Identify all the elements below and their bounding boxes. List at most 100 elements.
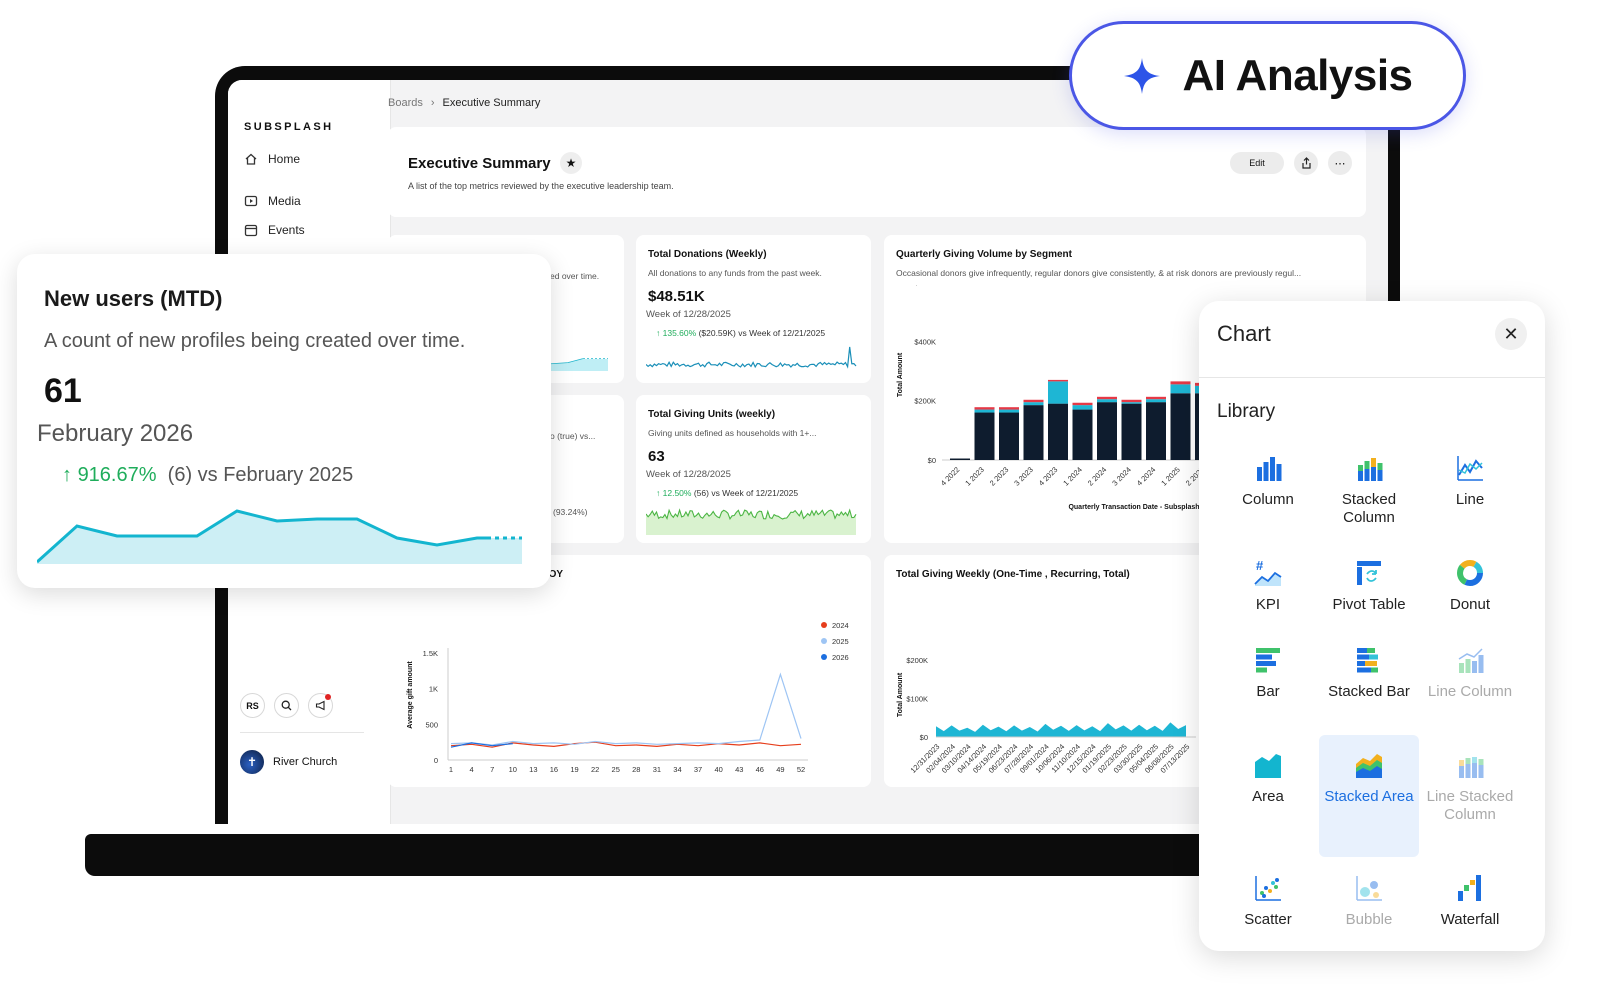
- x-tick-label: 13: [529, 765, 537, 774]
- megaphone-icon: [315, 700, 325, 711]
- kpi-card-donations[interactable]: Total Donations (Weekly) All donations t…: [636, 235, 871, 383]
- breadcrumb-root[interactable]: Boards: [388, 97, 423, 109]
- close-icon: ✕: [1503, 323, 1519, 344]
- y-tick-label: 500: [425, 720, 438, 729]
- bar-segment: [1121, 403, 1142, 460]
- tile-label: Pivot Table: [1332, 596, 1406, 613]
- y-tick-label: $0: [920, 733, 928, 742]
- chart-type-line-stacked-column[interactable]: Line Stacked Column: [1420, 750, 1520, 858]
- bar-segment: [1097, 402, 1117, 460]
- line-stacked-column-chart-icon: [1459, 757, 1484, 778]
- kpi-value: 63: [648, 448, 665, 465]
- chart-type-stacked-area[interactable]: Stacked Area: [1319, 735, 1419, 857]
- kpi-value: 61: [44, 372, 82, 410]
- card-subtitle: All donations to any funds from the past…: [648, 268, 822, 278]
- legend-label: 2025: [832, 637, 849, 646]
- library-heading: Library: [1217, 401, 1276, 422]
- org-switcher[interactable]: ✝ River Church: [240, 750, 337, 774]
- chart-type-line-column[interactable]: Line Column: [1420, 645, 1520, 740]
- org-name: River Church: [273, 756, 338, 768]
- kpi-period: Week of 12/28/2025: [646, 469, 731, 480]
- edit-button[interactable]: Edit: [1230, 152, 1284, 174]
- bar-segment: [1023, 402, 1044, 406]
- chart-type-area[interactable]: Area: [1218, 750, 1318, 858]
- x-tick-label: 43: [735, 765, 743, 774]
- bar-segment: [974, 412, 995, 460]
- card-title: Quarterly Giving Volume by Segment: [896, 249, 1072, 260]
- chart-type-stacked-column[interactable]: Stacked Column: [1319, 453, 1419, 543]
- kpi-delta-pct: 135.60%: [662, 328, 697, 338]
- quarterly-giving-chart-card[interactable]: Quarterly Giving Volume by Segment Occas…: [884, 235, 1366, 543]
- x-tick-label: 16: [550, 765, 558, 774]
- stacked-area-chart-icon: [1356, 754, 1382, 778]
- share-button[interactable]: [1294, 151, 1318, 175]
- weekly-area-chart: $200K$100K$012/31/202302/04/202403/10/20…: [897, 656, 1196, 775]
- chart-type-bubble[interactable]: Bubble: [1319, 873, 1419, 943]
- kpi-period: Week of 12/28/2025: [646, 309, 731, 320]
- bar-segment: [974, 409, 995, 413]
- bar-segment: [1072, 405, 1093, 410]
- y-tick-label: 0: [434, 756, 438, 765]
- chart-type-column[interactable]: Column: [1218, 453, 1318, 543]
- bar-segment: [1023, 405, 1044, 460]
- tile-label: Line Column: [1427, 683, 1513, 700]
- chevron-right-icon: ›: [430, 97, 435, 109]
- chart-type-kpi[interactable]: # KPI: [1218, 558, 1318, 640]
- kpi-period: February 2026: [37, 420, 194, 447]
- bar-segment: [999, 407, 1019, 410]
- chart-type-donut[interactable]: Donut: [1420, 558, 1520, 640]
- chart-type-pivot-table[interactable]: Pivot Table: [1319, 558, 1419, 640]
- more-icon: ⋯: [1334, 157, 1346, 170]
- area-fill: [37, 511, 487, 564]
- line-chart-icon: [1457, 456, 1483, 481]
- search-icon: [281, 700, 292, 711]
- user-avatar-button[interactable]: RS: [240, 693, 265, 718]
- ai-analysis-button[interactable]: AI Analysis: [1069, 21, 1466, 130]
- up-arrow-icon: ↑: [656, 328, 663, 338]
- donations-sparkline: [646, 346, 857, 369]
- panel-divider: [1199, 377, 1545, 378]
- tile-label: Line Stacked Column: [1426, 788, 1514, 823]
- kpi-delta-pct: 916.67%: [77, 464, 157, 486]
- legend-marker: [821, 654, 827, 660]
- yoy-chart-card[interactable]: : YOY 1.5K1K5000147101316192225283134374…: [388, 555, 871, 787]
- announcements-button[interactable]: [308, 693, 333, 718]
- bar-segment: [1170, 393, 1191, 460]
- card-subtitle: Occasional donors give infrequently, reg…: [896, 268, 1302, 278]
- chart-type-line[interactable]: Line: [1420, 453, 1520, 543]
- chart-type-waterfall[interactable]: Waterfall: [1420, 873, 1520, 943]
- donut-chart-icon: [1457, 560, 1483, 586]
- tile-label: Bar: [1256, 683, 1280, 700]
- bar-segment: [1146, 399, 1166, 403]
- bar-segment: [1170, 384, 1191, 394]
- x-tick-label: 3 2023: [1012, 465, 1035, 488]
- bar-segment: [1121, 402, 1142, 404]
- close-button[interactable]: ✕: [1495, 318, 1527, 350]
- favorite-star-icon[interactable]: ★: [560, 152, 582, 174]
- bar-segment: [1023, 399, 1044, 403]
- x-tick-label: 49: [776, 765, 784, 774]
- y-tick-label: $100K: [906, 695, 928, 704]
- legend-marker: [821, 622, 827, 628]
- search-button[interactable]: [274, 693, 299, 718]
- card-subtitle: o (true) vs...: [550, 431, 596, 441]
- yoy-line-chart: 1.5K 1K 500 0 1 4 7 10 13 16 19 22 25 28 31 34 37 40 43 46 4…: [407, 621, 849, 774]
- tile-label: Stacked Bar: [1328, 683, 1410, 700]
- svg-text:#: #: [1256, 558, 1264, 573]
- kpi-delta: ↑ 916.67% (6) vs February 2025: [62, 464, 353, 487]
- chart-type-scatter[interactable]: Scatter: [1218, 873, 1318, 943]
- tile-label: Stacked Area: [1324, 788, 1414, 805]
- chart-type-stacked-bar[interactable]: Stacked Bar: [1319, 645, 1419, 740]
- sidebar-item-home[interactable]: Home: [244, 152, 300, 166]
- kpi-delta-comparison: ($20.59K) vs Week of 12/21/2025: [698, 328, 826, 338]
- sidebar-item-events[interactable]: Events: [244, 223, 305, 237]
- more-options-button[interactable]: ⋯: [1328, 151, 1352, 175]
- sidebar-bottom-actions: RS: [240, 693, 333, 718]
- kpi-delta: ↑ 135.60% ($20.59K) vs Week of 12/21/202…: [656, 328, 825, 338]
- sidebar-item-media[interactable]: Media: [244, 194, 301, 208]
- kpi-card-giving-units[interactable]: Total Giving Units (weekly) Giving units…: [636, 395, 871, 543]
- card-subtitle: A count of new profiles being created ov…: [44, 330, 466, 352]
- chart-type-bar[interactable]: Bar: [1218, 645, 1318, 740]
- new-users-kpi-card[interactable]: New users (MTD) A count of new profiles …: [17, 254, 551, 588]
- card-subtitle: ed over time.: [550, 271, 600, 281]
